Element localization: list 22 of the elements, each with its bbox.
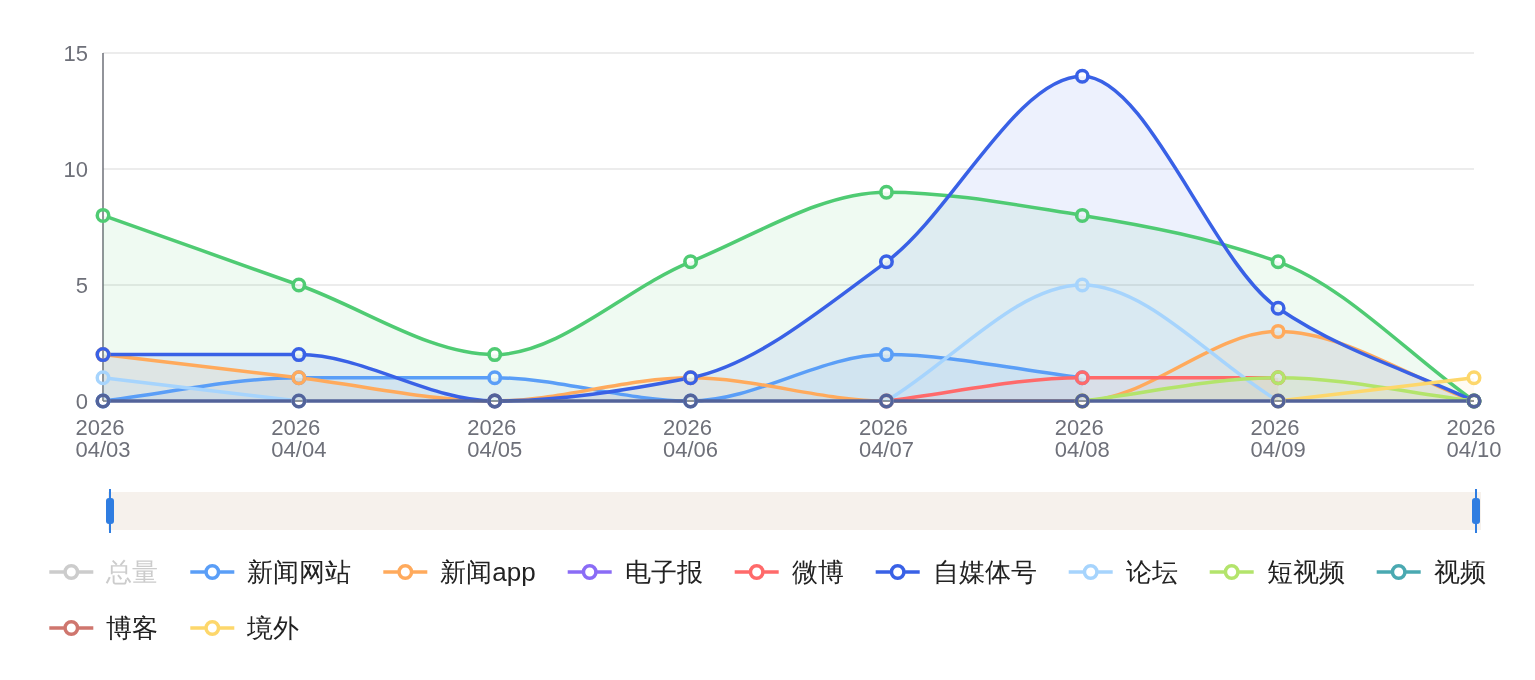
legend-label: 新闻网站 bbox=[247, 557, 352, 587]
y-tick-label: 5 bbox=[75, 272, 88, 298]
legend-label: 电子报 bbox=[624, 557, 703, 587]
x-tick-label: 2026 04/04 bbox=[271, 415, 327, 462]
x-tick-label: 2026 04/03 bbox=[75, 415, 131, 462]
y-tick-label: 15 bbox=[63, 40, 88, 66]
legend-label: 论坛 bbox=[1125, 557, 1178, 587]
legend-label: 视频 bbox=[1433, 557, 1486, 587]
x-tick-label: 2026 04/07 bbox=[858, 415, 914, 462]
x-tick-label: 2026 04/08 bbox=[1054, 415, 1110, 462]
legend-label: 微博 bbox=[791, 557, 844, 587]
legend-label: 自媒体号 bbox=[932, 557, 1037, 587]
x-tick-label: 2026 04/10 bbox=[1446, 415, 1502, 462]
y-tick-label: 0 bbox=[75, 388, 88, 414]
x-tick-label: 2026 04/05 bbox=[467, 415, 523, 462]
x-tick-label: 2026 04/09 bbox=[1250, 415, 1306, 462]
legend-label: 短视频 bbox=[1266, 557, 1345, 587]
y-tick-label: 10 bbox=[63, 156, 88, 182]
legend-label: 博客 bbox=[106, 613, 159, 643]
x-tick-label: 2026 04/06 bbox=[663, 415, 719, 462]
legend-label: 新闻app bbox=[440, 557, 536, 587]
legend-label: 境外 bbox=[246, 613, 300, 643]
